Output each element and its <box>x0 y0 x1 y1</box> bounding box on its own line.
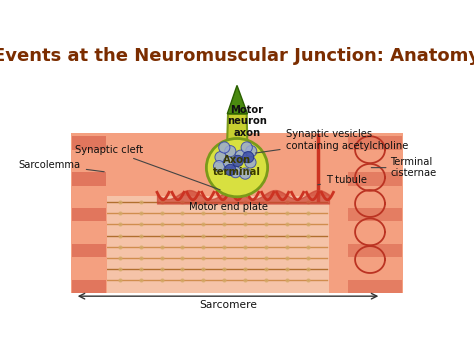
Circle shape <box>246 146 257 157</box>
FancyBboxPatch shape <box>72 154 106 168</box>
FancyBboxPatch shape <box>348 280 402 293</box>
FancyBboxPatch shape <box>71 133 403 293</box>
Text: Sarcolemma: Sarcolemma <box>18 159 104 172</box>
FancyBboxPatch shape <box>348 244 402 257</box>
FancyBboxPatch shape <box>347 133 403 293</box>
FancyBboxPatch shape <box>72 280 106 293</box>
FancyBboxPatch shape <box>72 136 106 150</box>
FancyBboxPatch shape <box>348 172 402 186</box>
Circle shape <box>235 150 246 161</box>
Circle shape <box>213 161 225 172</box>
Circle shape <box>225 146 236 157</box>
FancyBboxPatch shape <box>72 226 106 239</box>
FancyBboxPatch shape <box>348 262 402 275</box>
Circle shape <box>225 164 236 176</box>
Text: Motor
neuron
axon: Motor neuron axon <box>227 105 267 138</box>
Text: T tubule: T tubule <box>318 174 367 185</box>
Text: Motor end plate: Motor end plate <box>189 202 267 212</box>
FancyBboxPatch shape <box>72 172 106 186</box>
Circle shape <box>245 157 256 168</box>
Text: Axon
terminal: Axon terminal <box>213 155 261 177</box>
Text: Synaptic cleft: Synaptic cleft <box>75 145 220 190</box>
FancyBboxPatch shape <box>72 208 106 221</box>
Circle shape <box>232 155 243 166</box>
FancyBboxPatch shape <box>71 133 107 293</box>
FancyBboxPatch shape <box>72 244 106 257</box>
FancyBboxPatch shape <box>348 226 402 239</box>
Circle shape <box>240 168 251 179</box>
Circle shape <box>241 142 252 153</box>
Text: Terminal
cisternae: Terminal cisternae <box>390 157 437 178</box>
Text: Synaptic vesicles
containing acetylcholine: Synaptic vesicles containing acetylcholi… <box>255 129 408 153</box>
FancyBboxPatch shape <box>105 196 329 293</box>
Polygon shape <box>228 86 247 114</box>
FancyBboxPatch shape <box>60 39 414 136</box>
Circle shape <box>219 142 230 153</box>
Ellipse shape <box>206 139 268 197</box>
Text: Events at the Neuromuscular Junction: Anatomy: Events at the Neuromuscular Junction: An… <box>0 46 474 65</box>
FancyBboxPatch shape <box>348 136 402 150</box>
Circle shape <box>243 151 254 163</box>
Circle shape <box>215 151 226 163</box>
FancyBboxPatch shape <box>348 208 402 221</box>
FancyBboxPatch shape <box>72 190 106 203</box>
Circle shape <box>223 157 234 168</box>
FancyBboxPatch shape <box>348 154 402 168</box>
Polygon shape <box>226 114 248 187</box>
FancyBboxPatch shape <box>348 190 402 203</box>
Circle shape <box>230 166 241 178</box>
FancyBboxPatch shape <box>72 262 106 275</box>
Text: Sarcomere: Sarcomere <box>199 300 257 310</box>
